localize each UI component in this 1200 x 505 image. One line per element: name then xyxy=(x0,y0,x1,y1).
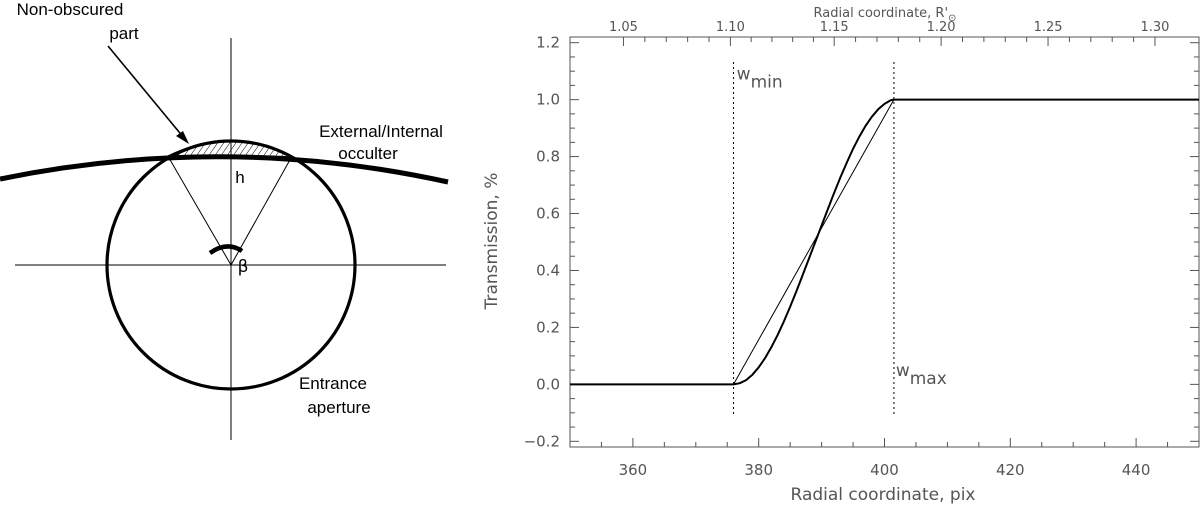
annotation-symbol: w xyxy=(737,65,751,85)
angle-leg-right xyxy=(230,157,292,266)
top-tick-label: 1.15 xyxy=(820,20,849,35)
top-tick-label: 1.10 xyxy=(716,20,745,35)
angle-arc xyxy=(208,244,244,255)
x-tick-label: 360 xyxy=(619,461,648,479)
top-tick-label: 1.30 xyxy=(1140,20,1169,35)
annotation-subscript: max xyxy=(910,369,947,389)
y-tick-label: 0.8 xyxy=(536,148,560,166)
x-tick-label: 440 xyxy=(1122,461,1151,479)
y-tick-label: 0.6 xyxy=(536,205,560,223)
occulter-arc xyxy=(0,154,449,185)
w-lines xyxy=(733,62,895,416)
x-tick-label: 400 xyxy=(870,461,899,479)
label-part: part xyxy=(109,24,139,43)
axis-ticks xyxy=(569,37,1200,447)
annotation-label: wmax xyxy=(896,361,947,389)
top-axis-title: Radial coordinate, R'⊙ xyxy=(814,6,957,24)
label-occulter-2: occulter xyxy=(338,144,398,163)
label-non-obscured: Non-obscured xyxy=(17,0,124,19)
top-tick-label: 1.25 xyxy=(1034,20,1063,35)
y-tick-label: 0.0 xyxy=(536,375,560,393)
plot-frame xyxy=(569,36,1200,448)
label-aperture: aperture xyxy=(307,398,370,417)
top-tick-label: 1.05 xyxy=(609,20,638,35)
label-entrance: Entrance xyxy=(299,374,367,393)
series-linear-line xyxy=(570,99,1199,385)
y-tick-label: 1.0 xyxy=(536,91,560,109)
y-tick-label: 0.4 xyxy=(536,261,560,279)
annotation-subscript: min xyxy=(751,73,783,93)
x-axis-title: Radial coordinate, pix xyxy=(791,485,976,505)
label-occulter: External/Internal xyxy=(319,122,443,141)
aperture-diagram: Non-obscured part External/Internal occu… xyxy=(0,0,449,440)
tick-labels: 360 380 400 420 440 −0.2 0.0 0.2 0.4 0.6 0.8 1.0 1.2… xyxy=(524,20,1170,479)
series-group xyxy=(570,98,1199,386)
label-beta: β xyxy=(238,257,249,277)
series-smooth-line xyxy=(570,98,1199,386)
annotation-label: wmin xyxy=(737,65,783,93)
pointer-arrowhead xyxy=(176,131,189,144)
pointer-arrow-line xyxy=(107,45,185,139)
y-axis-title: Transmission, % xyxy=(482,173,502,311)
y-tick-label: −0.2 xyxy=(524,432,560,450)
entrance-aperture-circle xyxy=(105,139,357,391)
y-tick-label: 0.2 xyxy=(536,318,560,336)
top-tick-label: 1.20 xyxy=(927,20,956,35)
annotation-symbol: w xyxy=(896,361,910,381)
transmission-chart: 360 380 400 420 440 −0.2 0.0 0.2 0.4 0.6 0.8 1.0 1.2… xyxy=(482,6,1200,505)
x-tick-label: 420 xyxy=(996,461,1025,479)
x-tick-label: 380 xyxy=(744,461,773,479)
y-tick-label: 1.2 xyxy=(536,34,560,52)
top-axis-title-symbol: ⊙ xyxy=(948,13,956,24)
label-height: h xyxy=(235,168,244,187)
top-axis-title-text: Radial coordinate, R' xyxy=(814,6,949,21)
